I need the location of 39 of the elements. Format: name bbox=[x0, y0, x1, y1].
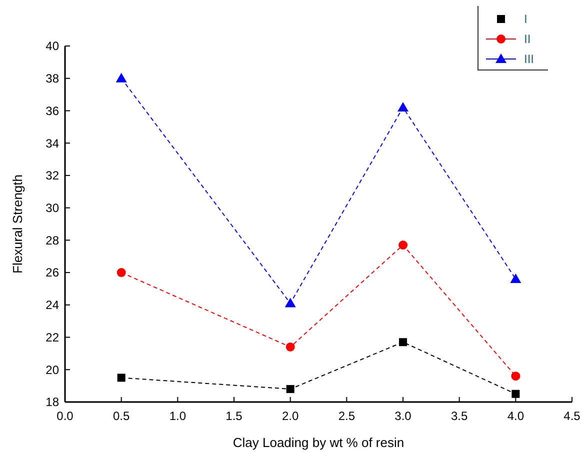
x-tick-label: 4.5 bbox=[564, 409, 581, 423]
x-tick-label: 4.0 bbox=[507, 409, 524, 423]
y-tick-label: 38 bbox=[46, 72, 60, 86]
point bbox=[116, 72, 127, 82]
y-axis-title: Flexural Strength bbox=[10, 174, 25, 274]
y-tick-label: 28 bbox=[46, 233, 60, 248]
point bbox=[117, 374, 126, 382]
x-axis-title: Clay Loading by wt % of resin bbox=[232, 435, 404, 450]
x-tick-label: 1.0 bbox=[169, 409, 186, 423]
point bbox=[399, 338, 407, 346]
legend-label: III bbox=[524, 52, 534, 66]
point bbox=[398, 240, 408, 250]
x-tick-label: 2.5 bbox=[338, 409, 356, 423]
y-tick-label: 36 bbox=[46, 104, 60, 118]
legend-label: II bbox=[524, 32, 531, 46]
x-tick-label: 0.5 bbox=[112, 409, 130, 423]
legend-label: I bbox=[524, 12, 528, 26]
point bbox=[512, 390, 520, 398]
point bbox=[286, 385, 294, 394]
point bbox=[398, 102, 408, 112]
point bbox=[286, 342, 295, 352]
x-tick-label: 2.0 bbox=[282, 409, 299, 423]
y-tick-label: 26 bbox=[46, 266, 60, 280]
x-tick-label: 1.5 bbox=[226, 409, 243, 423]
point bbox=[284, 298, 296, 308]
point bbox=[116, 268, 126, 278]
y-tick-label: 32 bbox=[46, 168, 60, 183]
y-tick-label: 30 bbox=[46, 201, 60, 216]
y-tick-label: 18 bbox=[46, 395, 60, 410]
y-tick-label: 40 bbox=[46, 39, 60, 54]
x-tick-label: 0.0 bbox=[56, 409, 74, 423]
y-tick-label: 22 bbox=[46, 330, 60, 344]
y-tick-label: 20 bbox=[46, 362, 60, 377]
y-tick-label: 34 bbox=[46, 136, 60, 150]
x-tick-label: 3.0 bbox=[394, 409, 412, 423]
y-tick-label: 24 bbox=[46, 298, 60, 312]
point bbox=[511, 372, 520, 381]
point bbox=[510, 274, 522, 284]
x-tick-label: 3.5 bbox=[450, 409, 468, 423]
